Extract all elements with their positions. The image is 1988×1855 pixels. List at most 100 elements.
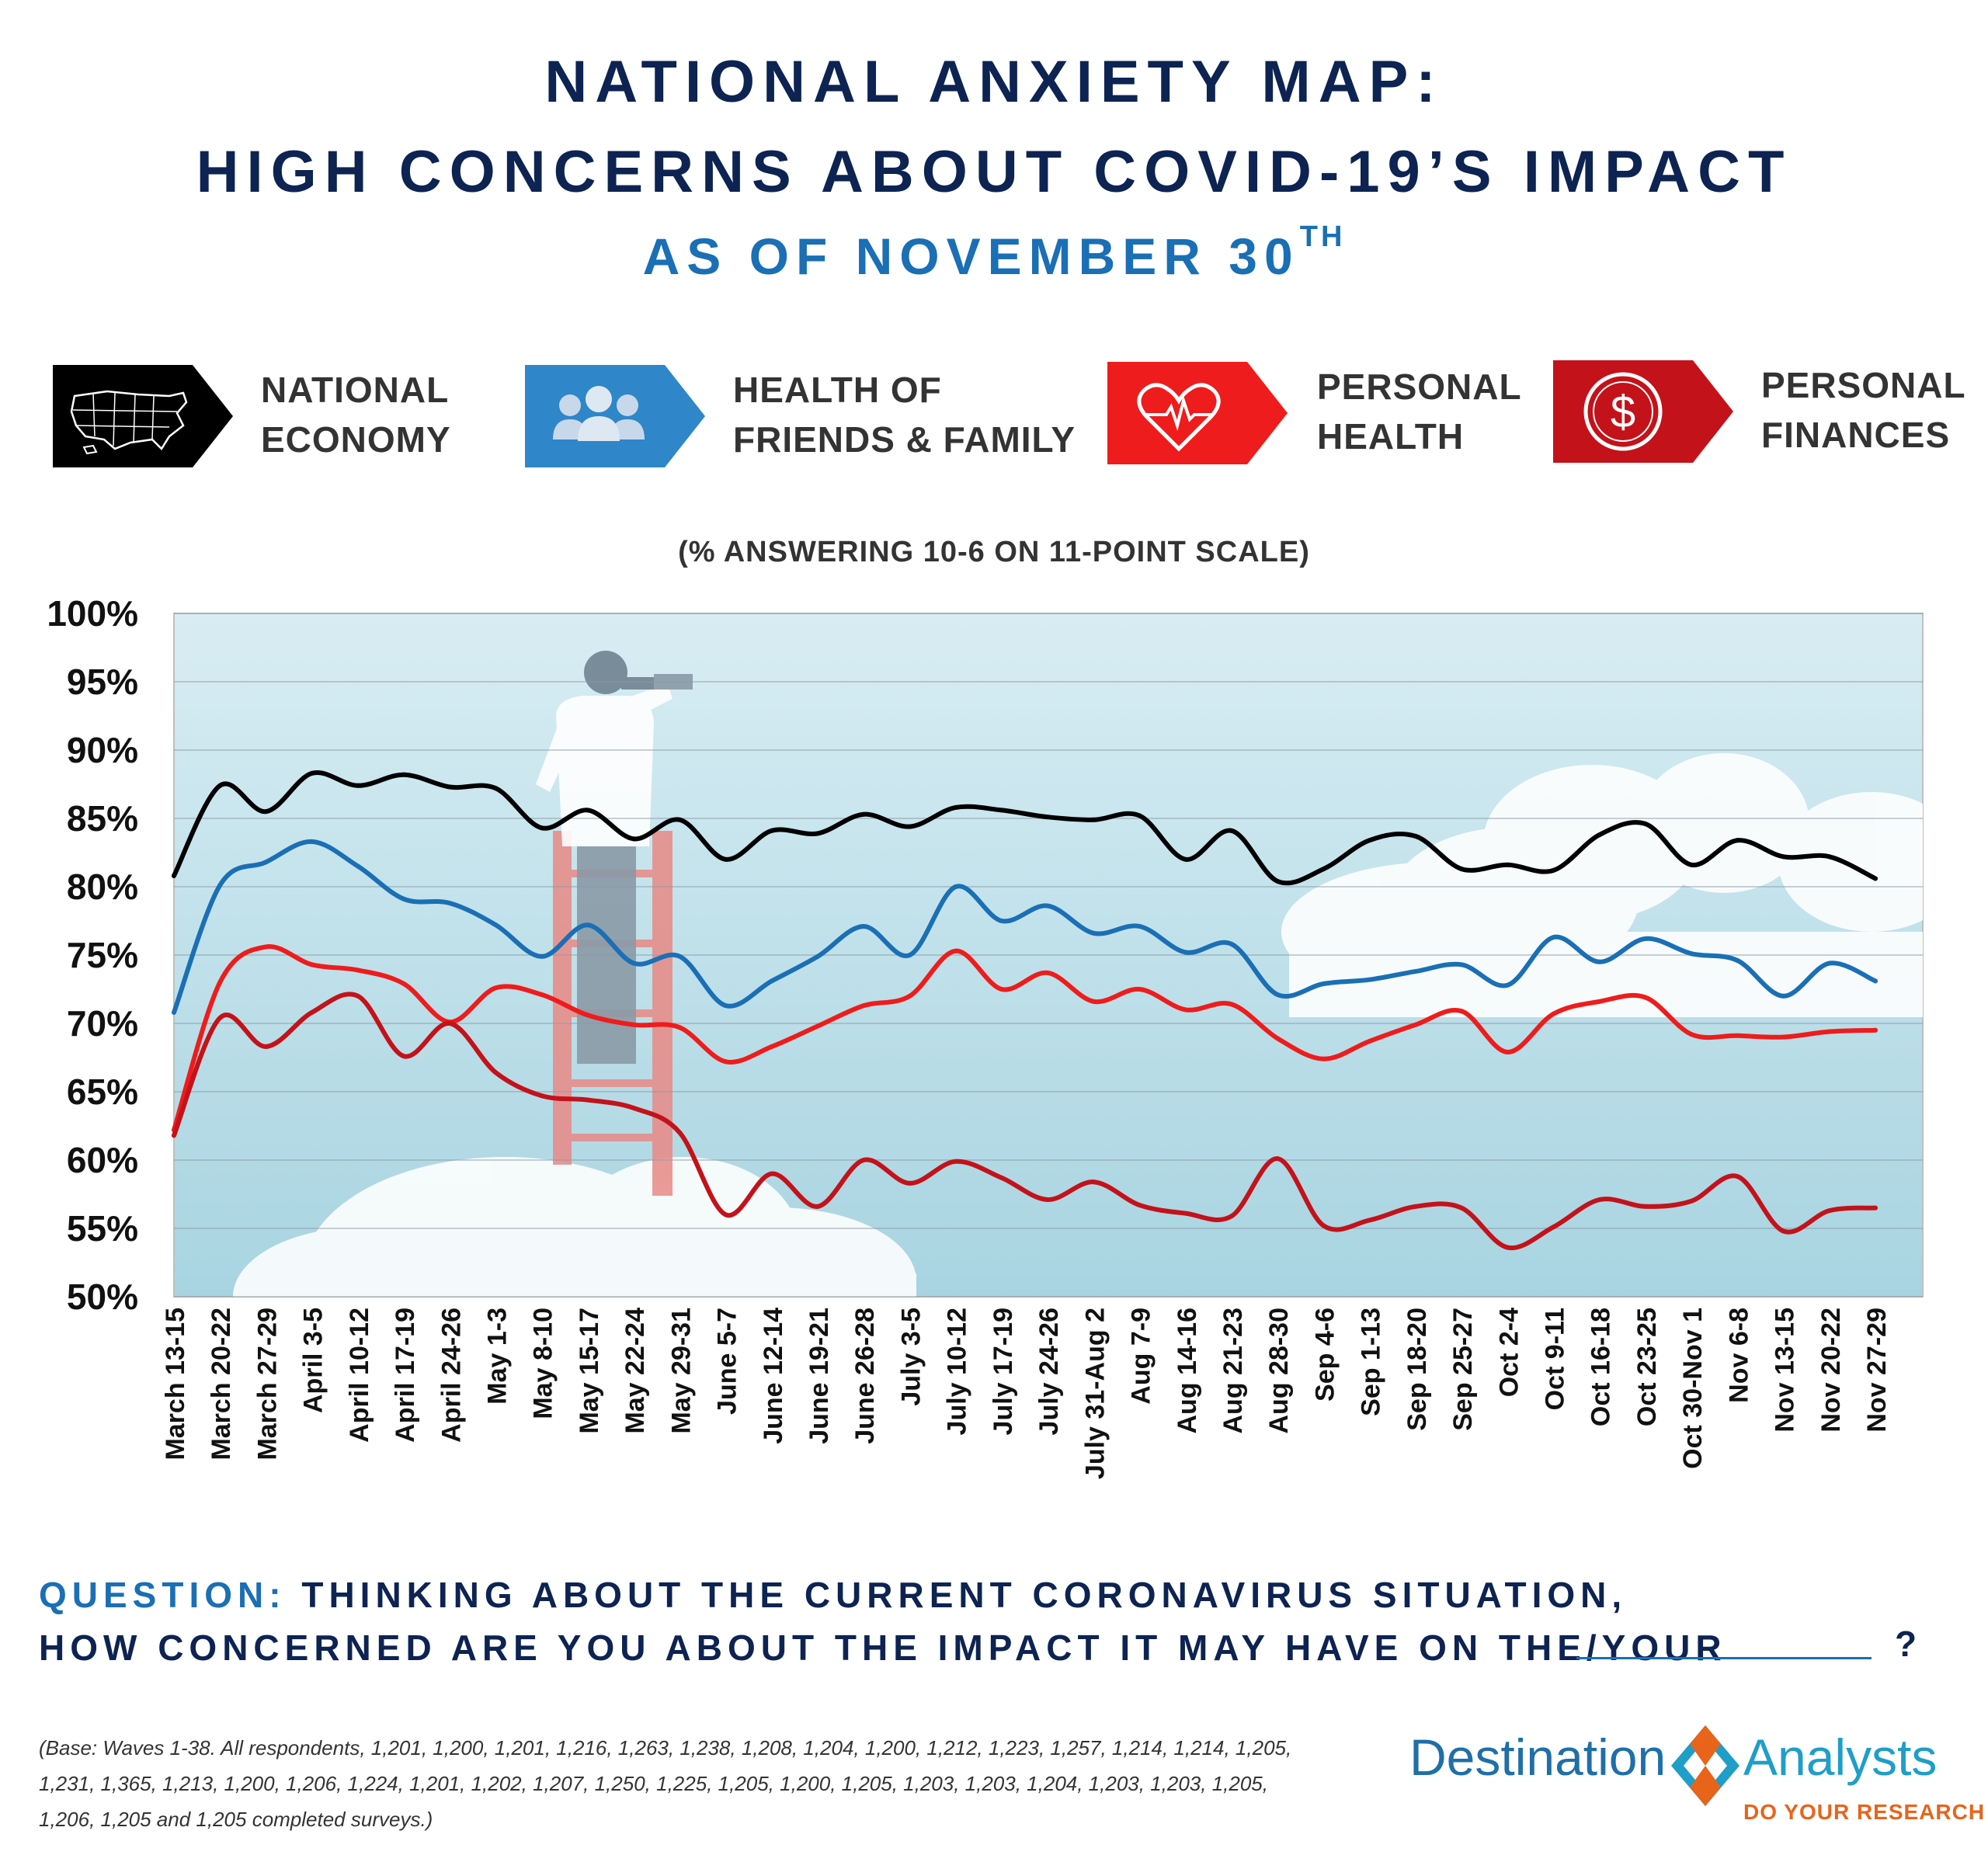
- title-line-3: AS OF NOVEMBER 30TH: [0, 221, 1988, 286]
- data-point: [493, 985, 499, 991]
- data-point: [677, 954, 683, 959]
- x-tick-label: Sep 4-6: [1310, 1308, 1340, 1402]
- data-point: [1459, 1009, 1465, 1014]
- data-point: [631, 1022, 637, 1027]
- data-point: [1781, 1228, 1786, 1234]
- x-tick-label: July 3-5: [897, 1308, 926, 1406]
- data-point: [401, 772, 407, 777]
- x-tick-label: Oct 23-25: [1632, 1308, 1662, 1426]
- data-point: [1873, 1205, 1878, 1211]
- data-point: [1091, 1179, 1097, 1185]
- line-chart: 100% 95% 90% 85% 80% 75% 70% 65% 60% 55% 50% March…: [47, 593, 1924, 1479]
- brand-diamond-icon: [1671, 1725, 1740, 1806]
- x-tick-label: Oct 30-Nov 1: [1678, 1308, 1708, 1469]
- x-tick-label: June 5-7: [713, 1308, 742, 1415]
- data-point: [1413, 1204, 1418, 1209]
- background-illustration: [233, 651, 1923, 1297]
- data-point: [1689, 951, 1694, 957]
- data-point: [861, 811, 867, 817]
- data-point: [953, 884, 958, 889]
- legend-text: FRIENDS & FAMILY: [733, 419, 1076, 460]
- x-tick-label: May 8-10: [529, 1308, 558, 1419]
- data-point: [1597, 959, 1602, 964]
- x-tick-label: Sep 1-13: [1357, 1308, 1386, 1416]
- legend-text: HEALTH OF: [733, 370, 942, 410]
- data-point: [1826, 1029, 1832, 1034]
- data-point: [1505, 1049, 1510, 1054]
- data-point: [585, 1013, 590, 1018]
- data-point: [999, 987, 1004, 992]
- data-point: [999, 919, 1004, 923]
- data-point: [1735, 1174, 1740, 1179]
- data-point: [1597, 1197, 1602, 1203]
- chart-subtitle: (% ANSWERING 10-6 ON 11-POINT SCALE): [678, 536, 1310, 568]
- x-tick-label: June 19-21: [805, 1308, 834, 1444]
- legend-text: NATIONAL: [261, 370, 450, 410]
- title-date: AS OF NOVEMBER 30: [642, 228, 1300, 285]
- data-point: [1321, 1223, 1326, 1228]
- y-tick-label: 60%: [67, 1140, 138, 1180]
- cloud-left: [233, 1157, 916, 1297]
- x-tick-label: April 3-5: [299, 1308, 328, 1413]
- question-text: QUESTION: THINKING ABOUT THE CURRENT COR…: [39, 1568, 1727, 1674]
- x-axis-labels: March 13-15 March 20-22 March 27-29 April 3…: [161, 1308, 1892, 1479]
- data-point: [355, 993, 360, 999]
- data-point: [355, 783, 360, 788]
- legend-badge-personal-finances: $: [1553, 360, 1740, 467]
- data-point: [1275, 1036, 1281, 1041]
- data-point: [1873, 978, 1878, 984]
- data-point: [861, 924, 867, 929]
- data-point: [769, 828, 774, 833]
- data-point: [677, 1130, 683, 1135]
- data-point: [861, 1158, 867, 1162]
- data-point: [1367, 1218, 1372, 1223]
- data-point: [1183, 1211, 1188, 1216]
- data-point: [1229, 1214, 1234, 1219]
- data-point: [1597, 832, 1602, 838]
- data-point: [1137, 813, 1142, 818]
- data-point: [1045, 1197, 1051, 1203]
- data-point: [1321, 867, 1326, 872]
- data-point: [1826, 1208, 1832, 1214]
- x-tick-label: Oct 16-18: [1587, 1308, 1616, 1426]
- data-point: [263, 860, 269, 865]
- data-point: [1551, 1011, 1556, 1016]
- data-point: [861, 1003, 867, 1009]
- data-point: [1091, 930, 1097, 936]
- x-tick-label: May 15-17: [575, 1308, 604, 1434]
- cloud-right: [1281, 753, 1923, 1017]
- data-point: [1642, 995, 1648, 1000]
- x-tick-label: April 10-12: [345, 1308, 374, 1443]
- data-point: [1321, 981, 1326, 986]
- question-line-1-text: THINKING ABOUT THE CURRENT CORONAVIRUS S…: [301, 1575, 1628, 1615]
- data-point: [493, 922, 499, 928]
- x-tick-label: Nov 27-29: [1862, 1308, 1892, 1433]
- data-point: [1367, 1038, 1372, 1044]
- y-tick-label: 90%: [67, 730, 138, 770]
- y-tick-label: 80%: [67, 867, 138, 907]
- data-point: [631, 836, 637, 842]
- data-point: [1137, 1203, 1142, 1208]
- data-point: [1459, 962, 1465, 967]
- data-point: [1275, 878, 1281, 884]
- brand-name-destination: Destination: [1409, 1728, 1667, 1786]
- data-point: [1413, 833, 1418, 839]
- x-tick-label: June 26-28: [850, 1308, 880, 1444]
- data-point: [1551, 935, 1556, 940]
- usa-map-icon: [53, 365, 233, 467]
- data-point: [1229, 828, 1234, 833]
- title-line-2: HIGH CONCERNS ABOUT COVID-19’S IMPACT: [196, 139, 1792, 205]
- data-point: [1735, 1033, 1740, 1038]
- data-point: [677, 1025, 683, 1030]
- x-tick-label: Nov 20-22: [1816, 1308, 1846, 1433]
- data-point: [1275, 1156, 1281, 1162]
- data-point: [539, 1093, 544, 1099]
- data-point: [907, 953, 912, 957]
- data-point: [217, 883, 223, 888]
- data-point: [1229, 941, 1234, 947]
- legend-label-national-economy: NATIONAL ECONOMY: [261, 365, 451, 464]
- data-point: [1551, 867, 1556, 873]
- x-tick-label: Aug 14-16: [1173, 1308, 1202, 1434]
- svg-text:$: $: [1611, 387, 1635, 437]
- data-point: [539, 992, 544, 998]
